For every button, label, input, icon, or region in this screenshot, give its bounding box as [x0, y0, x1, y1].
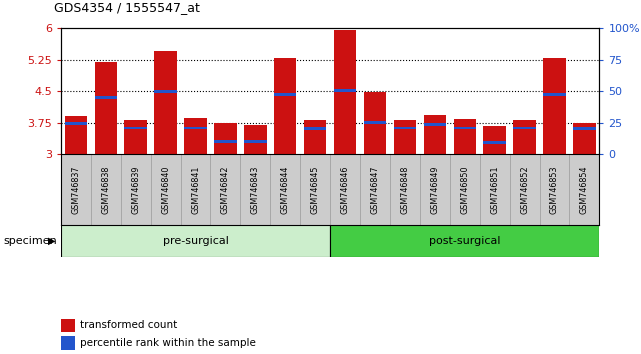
Bar: [360, 154, 390, 225]
Bar: [271, 154, 300, 225]
Bar: [181, 154, 210, 225]
Bar: [95, 96, 117, 99]
Bar: [513, 120, 536, 154]
Bar: [244, 125, 267, 154]
Bar: [304, 120, 326, 154]
Bar: [330, 225, 599, 257]
Bar: [95, 62, 117, 154]
Bar: [124, 126, 147, 130]
Bar: [210, 154, 240, 225]
Text: GSM746839: GSM746839: [131, 165, 140, 214]
Bar: [154, 51, 177, 154]
Text: GSM746840: GSM746840: [161, 165, 170, 213]
Text: GSM746854: GSM746854: [580, 165, 589, 214]
Bar: [390, 154, 420, 225]
Text: pre-surgical: pre-surgical: [163, 236, 228, 246]
Bar: [274, 93, 297, 96]
Text: GSM746841: GSM746841: [191, 165, 200, 213]
Bar: [544, 93, 566, 96]
Bar: [121, 154, 151, 225]
Text: post-surgical: post-surgical: [429, 236, 501, 246]
Text: GSM746853: GSM746853: [550, 165, 559, 214]
Bar: [424, 123, 446, 126]
Text: GSM746849: GSM746849: [430, 165, 439, 214]
Bar: [65, 116, 87, 154]
Bar: [424, 115, 446, 154]
Bar: [483, 126, 506, 154]
Bar: [544, 58, 566, 154]
Bar: [124, 120, 147, 154]
Bar: [483, 141, 506, 144]
Bar: [450, 154, 479, 225]
Bar: [364, 92, 386, 154]
Bar: [300, 154, 330, 225]
Text: GSM746851: GSM746851: [490, 165, 499, 214]
Bar: [91, 154, 121, 225]
Text: GSM746845: GSM746845: [311, 165, 320, 214]
Text: GSM746852: GSM746852: [520, 165, 529, 214]
Text: transformed count: transformed count: [80, 320, 178, 330]
Text: GSM746838: GSM746838: [101, 165, 110, 213]
Bar: [151, 154, 181, 225]
Text: GSM746848: GSM746848: [401, 165, 410, 213]
Bar: [65, 122, 87, 125]
Bar: [334, 89, 356, 92]
Bar: [61, 225, 330, 257]
Text: GSM746847: GSM746847: [370, 165, 379, 214]
Bar: [454, 126, 476, 130]
Text: GDS4354 / 1555547_at: GDS4354 / 1555547_at: [54, 1, 201, 14]
Bar: [540, 154, 569, 225]
Text: percentile rank within the sample: percentile rank within the sample: [80, 338, 256, 348]
Bar: [274, 58, 297, 154]
Bar: [454, 119, 476, 154]
Text: GSM746850: GSM746850: [460, 165, 469, 214]
Bar: [569, 154, 599, 225]
Text: ▶: ▶: [47, 236, 55, 246]
Bar: [420, 154, 450, 225]
Bar: [364, 121, 386, 124]
Bar: [394, 126, 416, 130]
Bar: [240, 154, 271, 225]
Bar: [573, 122, 595, 154]
Bar: [479, 154, 510, 225]
Bar: [330, 154, 360, 225]
Bar: [334, 30, 356, 154]
Text: specimen: specimen: [3, 236, 57, 246]
Bar: [244, 140, 267, 143]
Text: GSM746837: GSM746837: [71, 165, 80, 214]
Text: GSM746843: GSM746843: [251, 165, 260, 213]
Bar: [214, 124, 237, 154]
Bar: [61, 154, 91, 225]
Bar: [513, 126, 536, 130]
Bar: [394, 120, 416, 154]
Text: GSM746846: GSM746846: [340, 165, 349, 213]
Text: GSM746842: GSM746842: [221, 165, 230, 214]
Bar: [214, 140, 237, 143]
Bar: [185, 126, 207, 130]
Text: GSM746844: GSM746844: [281, 165, 290, 213]
Bar: [510, 154, 540, 225]
Bar: [573, 127, 595, 130]
Bar: [154, 90, 177, 93]
Bar: [304, 127, 326, 130]
Bar: [185, 118, 207, 154]
